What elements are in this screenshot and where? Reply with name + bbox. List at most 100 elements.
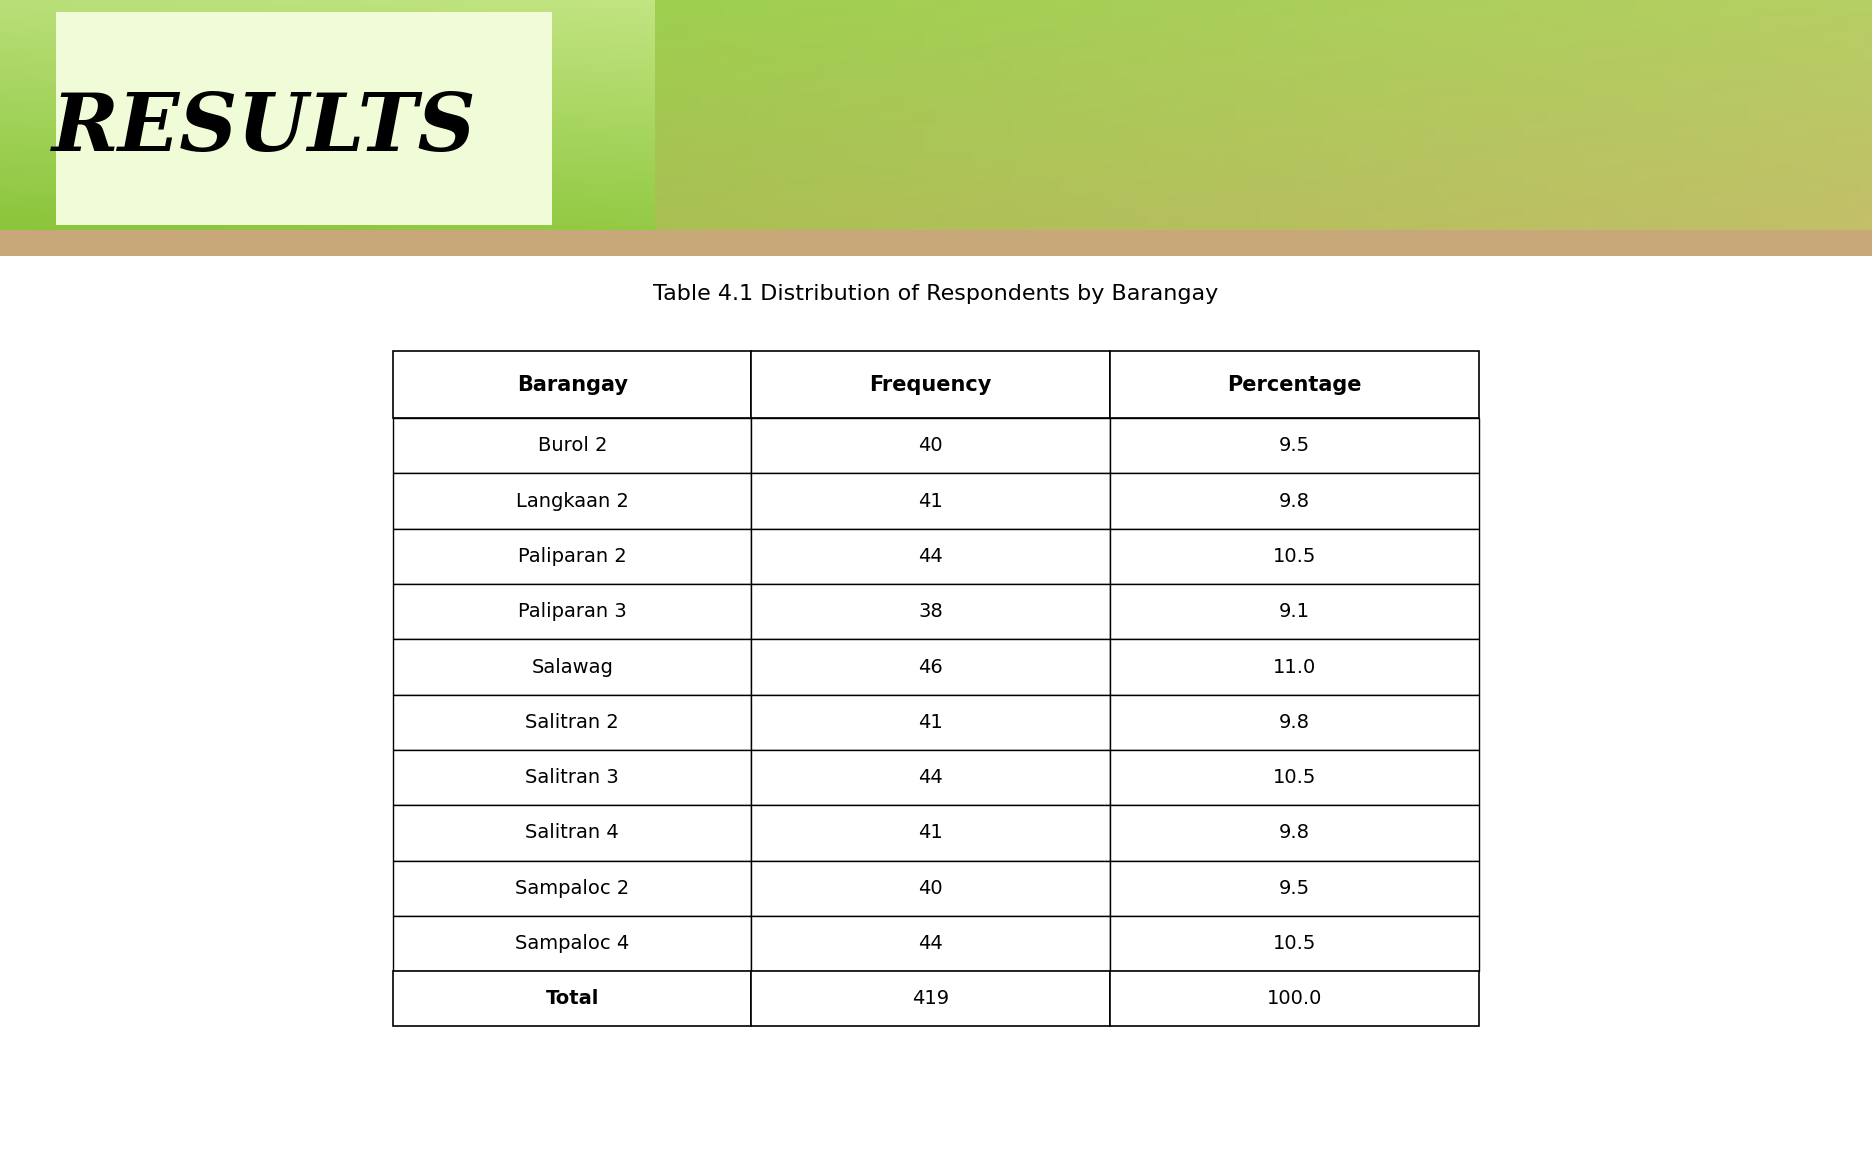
Bar: [1750, 143, 1763, 145]
Bar: [1215, 81, 1228, 83]
Bar: [753, 48, 766, 51]
Bar: [790, 205, 801, 207]
Bar: [1763, 115, 1775, 118]
Bar: [972, 212, 985, 214]
Bar: [1507, 88, 1518, 90]
Bar: [1215, 138, 1228, 141]
Bar: [655, 141, 666, 143]
Bar: [1239, 37, 1250, 39]
Bar: [680, 48, 693, 51]
Bar: [801, 101, 814, 104]
Bar: [693, 120, 704, 122]
Bar: [1861, 207, 1872, 210]
Bar: [753, 175, 766, 177]
Bar: [947, 154, 958, 157]
Bar: [1788, 223, 1799, 226]
Bar: [863, 92, 874, 94]
Bar: [801, 62, 814, 65]
Bar: [1690, 136, 1702, 138]
Bar: [1653, 23, 1666, 25]
Bar: [1848, 14, 1861, 16]
Bar: [1617, 124, 1629, 127]
Bar: [1277, 44, 1288, 46]
Bar: [1142, 88, 1153, 90]
Bar: [887, 134, 899, 136]
Bar: [693, 85, 704, 88]
Bar: [1799, 76, 1812, 78]
Bar: [1020, 108, 1033, 111]
Bar: [887, 184, 899, 187]
Bar: [947, 18, 958, 21]
Bar: [1569, 111, 1580, 113]
Bar: [1507, 226, 1518, 228]
Bar: [996, 104, 1007, 106]
Bar: [1215, 99, 1228, 101]
Bar: [1215, 35, 1228, 37]
Bar: [1835, 97, 1848, 99]
Bar: [1569, 129, 1580, 131]
Bar: [1518, 136, 1531, 138]
Bar: [715, 157, 728, 159]
Bar: [1239, 124, 1250, 127]
Bar: [1739, 32, 1750, 35]
Bar: [766, 12, 777, 14]
Bar: [1277, 147, 1288, 150]
Bar: [0, 198, 1872, 199]
Bar: [0, 182, 1872, 183]
Bar: [936, 60, 947, 62]
Bar: [1763, 67, 1775, 69]
Bar: [1750, 71, 1763, 74]
Bar: [1033, 196, 1045, 198]
Bar: [1277, 7, 1288, 9]
Bar: [655, 46, 666, 48]
Bar: [1775, 32, 1788, 35]
Bar: [704, 111, 715, 113]
Bar: [801, 113, 814, 115]
Bar: [777, 210, 790, 212]
Bar: [1033, 161, 1045, 164]
Bar: [1763, 223, 1775, 226]
Bar: [1191, 175, 1204, 177]
Bar: [1591, 127, 1604, 129]
Bar: [972, 92, 985, 94]
Bar: [1288, 7, 1299, 9]
Bar: [1410, 147, 1423, 150]
Bar: [1410, 14, 1423, 16]
Bar: [1458, 124, 1471, 127]
Bar: [704, 113, 715, 115]
Bar: [1494, 97, 1507, 99]
Bar: [1228, 217, 1239, 219]
Bar: [1715, 141, 1726, 143]
Bar: [1397, 187, 1410, 189]
Bar: [1739, 166, 1750, 168]
Bar: [1020, 67, 1033, 69]
Bar: [1215, 39, 1228, 41]
Bar: [1142, 46, 1153, 48]
Bar: [1750, 173, 1763, 175]
Bar: [899, 159, 912, 161]
Bar: [1179, 210, 1191, 212]
Bar: [0, 203, 1872, 205]
Bar: [850, 67, 861, 69]
Bar: [1726, 147, 1739, 150]
Bar: [1056, 14, 1069, 16]
Bar: [985, 106, 996, 108]
Bar: [1301, 85, 1312, 88]
Bar: [1312, 147, 1325, 150]
Bar: [1604, 71, 1616, 74]
Bar: [1518, 92, 1531, 94]
Bar: [1204, 0, 1215, 2]
Bar: [1507, 131, 1518, 134]
Bar: [887, 210, 899, 212]
Bar: [1166, 48, 1179, 51]
Bar: [1385, 228, 1397, 230]
Bar: [1715, 207, 1726, 210]
Bar: [1702, 25, 1715, 28]
Bar: [1835, 194, 1848, 196]
Bar: [777, 30, 790, 32]
Bar: [1483, 83, 1494, 85]
Bar: [1640, 207, 1653, 210]
Bar: [1518, 207, 1531, 210]
Bar: [1056, 143, 1069, 145]
Bar: [1374, 166, 1385, 168]
